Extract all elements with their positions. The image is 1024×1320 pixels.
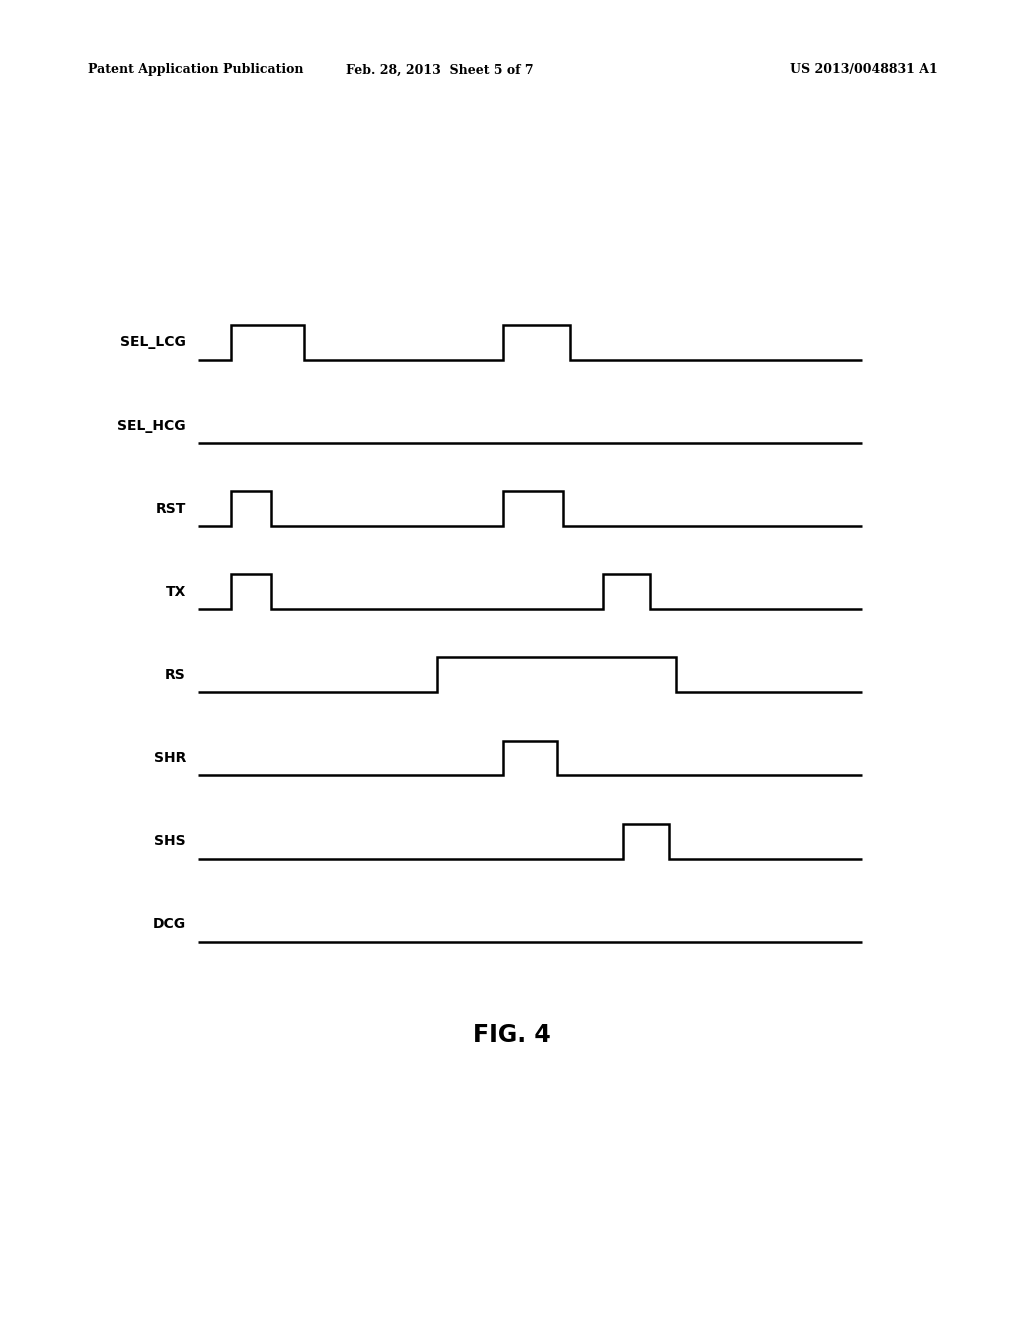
Text: SHS: SHS <box>155 834 186 849</box>
Text: TX: TX <box>166 585 186 599</box>
Text: RST: RST <box>156 502 186 516</box>
Text: RS: RS <box>165 668 186 682</box>
Text: FIG. 4: FIG. 4 <box>473 1023 551 1047</box>
Text: Patent Application Publication: Patent Application Publication <box>88 63 303 77</box>
Text: SEL_HCG: SEL_HCG <box>118 418 186 433</box>
Text: US 2013/0048831 A1: US 2013/0048831 A1 <box>791 63 938 77</box>
Text: SEL_LCG: SEL_LCG <box>120 335 186 350</box>
Text: SHR: SHR <box>154 751 186 766</box>
Text: DCG: DCG <box>153 917 186 932</box>
Text: Feb. 28, 2013  Sheet 5 of 7: Feb. 28, 2013 Sheet 5 of 7 <box>346 63 534 77</box>
